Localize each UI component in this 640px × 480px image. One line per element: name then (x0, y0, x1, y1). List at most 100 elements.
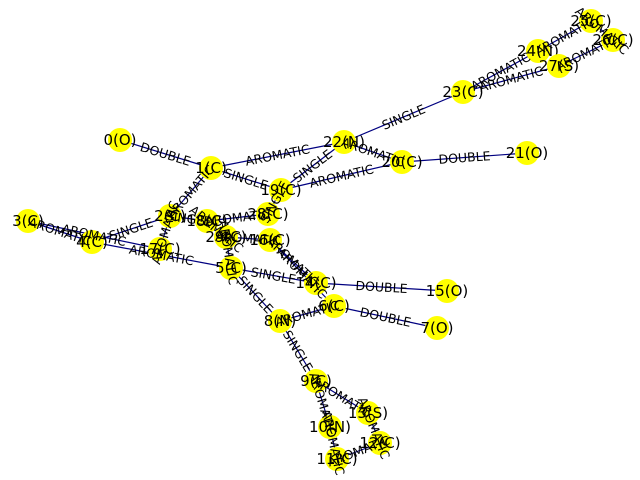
node-label-20: 20(C) (381, 153, 422, 171)
node-circle-27 (547, 54, 571, 78)
node-layer: 0(O) 1(C) 2(C) 3(C) 4(C) 5(C) 6(C) 7(O) 8(N) 9(C)… (12, 9, 634, 471)
edge-19-22 (280, 141, 345, 191)
node-10: 10(N) (309, 415, 351, 439)
edge-5-14 (230, 267, 317, 284)
node-1: 1(C) (195, 156, 227, 180)
node-label-28: 28(C) (247, 205, 288, 223)
node-circle-19 (269, 178, 293, 202)
node-label-14: 14(C) (295, 274, 336, 292)
node-label-27: 27(S) (539, 57, 579, 75)
node-label-23: 23(C) (442, 83, 483, 101)
node-label-22: 22(N) (323, 133, 365, 151)
edge-label-20-21: DOUBLE (438, 148, 491, 167)
edge-5-8 (230, 267, 281, 322)
node-29: 29(C) (205, 225, 247, 249)
node-label-17: 17(C) (139, 240, 180, 258)
node-circle-7 (425, 316, 449, 340)
node-circle-24 (526, 39, 550, 63)
node-label-26: 26(C) (592, 31, 633, 49)
node-circle-16 (258, 228, 282, 252)
node-label-1: 1(C) (195, 159, 227, 177)
node-circle-14 (304, 271, 328, 295)
node-22: 22(N) (323, 130, 365, 154)
node-25: 25(C) (570, 9, 612, 33)
node-label-4: 4(C) (76, 233, 108, 251)
node-label-16: 16(C) (249, 231, 290, 249)
node-7: 7(O) (420, 316, 454, 340)
node-27: 27(S) (539, 54, 579, 78)
node-19: 19(C) (260, 178, 302, 202)
edge-label-14-15: DOUBLE (355, 278, 408, 296)
node-label-21: 21(O) (506, 144, 549, 162)
node-circle-21 (515, 141, 539, 165)
node-26: 26(C) (592, 28, 634, 52)
node-label-9: 9(C) (300, 372, 332, 390)
node-circle-10 (318, 415, 342, 439)
node-4: 4(C) (76, 230, 108, 254)
node-23: 23(C) (442, 80, 484, 104)
node-20: 20(C) (381, 150, 423, 174)
node-13: 13(S) (348, 401, 388, 425)
node-label-11: 11(C) (316, 450, 357, 468)
node-28: 28(C) (247, 202, 289, 226)
node-5: 5(C) (215, 256, 247, 280)
edge-23-27 (462, 65, 560, 93)
node-label-15: 15(O) (426, 282, 469, 300)
node-circle-8 (268, 309, 292, 333)
edge-label-18-28: AROMATIC (204, 206, 271, 228)
node-circle-11 (325, 447, 349, 471)
node-6: 6(C) (318, 294, 350, 318)
node-label-25: 25(C) (570, 12, 611, 30)
node-circle-5 (219, 256, 243, 280)
node-16: 16(C) (249, 228, 291, 252)
edge-23-24 (462, 50, 539, 93)
node-14: 14(C) (295, 271, 337, 295)
node-11: 11(C) (316, 447, 358, 471)
node-label-7: 7(O) (420, 319, 453, 337)
node-circle-4 (80, 230, 104, 254)
node-circle-13 (356, 401, 380, 425)
edge-20-21 (401, 152, 528, 163)
edge-1-19 (210, 167, 282, 191)
edge-22-23 (343, 91, 464, 143)
node-label-13: 13(S) (348, 404, 388, 422)
node-circle-26 (601, 28, 625, 52)
edge-1-22 (210, 141, 345, 169)
node-circle-20 (390, 150, 414, 174)
node-label-18: 18(C) (186, 212, 227, 230)
node-0: 0(O) (103, 128, 137, 152)
node-17: 17(C) (139, 237, 181, 261)
node-label-24: 24(N) (517, 42, 559, 60)
node-label-5: 5(C) (215, 259, 247, 277)
node-circle-28 (256, 202, 280, 226)
node-label-0: 0(O) (103, 131, 136, 149)
edge-label-2-18: SINGLE (165, 208, 212, 229)
node-8: 8(N) (264, 309, 296, 333)
node-label-3: 3(C) (12, 212, 44, 230)
edge-0-1 (119, 139, 212, 169)
node-circle-6 (322, 294, 346, 318)
node-circle-3 (16, 209, 40, 233)
node-label-2: 2(C) (154, 207, 186, 225)
node-12: 12(C) (359, 431, 401, 455)
node-circle-1 (199, 156, 223, 180)
node-circle-0 (108, 128, 132, 152)
edge-14-15 (315, 282, 448, 292)
node-circle-25 (579, 9, 603, 33)
node-label-19: 19(C) (260, 181, 301, 199)
node-circle-17 (148, 237, 172, 261)
edge-label-16-29: AROMATIC (215, 229, 282, 248)
node-label-10: 10(N) (309, 418, 351, 436)
edge-19-20 (280, 161, 403, 191)
node-circle-15 (435, 279, 459, 303)
node-3: 3(C) (12, 209, 44, 233)
edge-6-7 (333, 305, 438, 329)
node-24: 24(N) (517, 39, 559, 63)
node-circle-2 (158, 204, 182, 228)
node-9: 9(C) (300, 369, 332, 393)
node-label-6: 6(C) (318, 297, 350, 315)
node-label-12: 12(C) (359, 434, 400, 452)
node-circle-22 (332, 130, 356, 154)
node-circle-9 (304, 369, 328, 393)
